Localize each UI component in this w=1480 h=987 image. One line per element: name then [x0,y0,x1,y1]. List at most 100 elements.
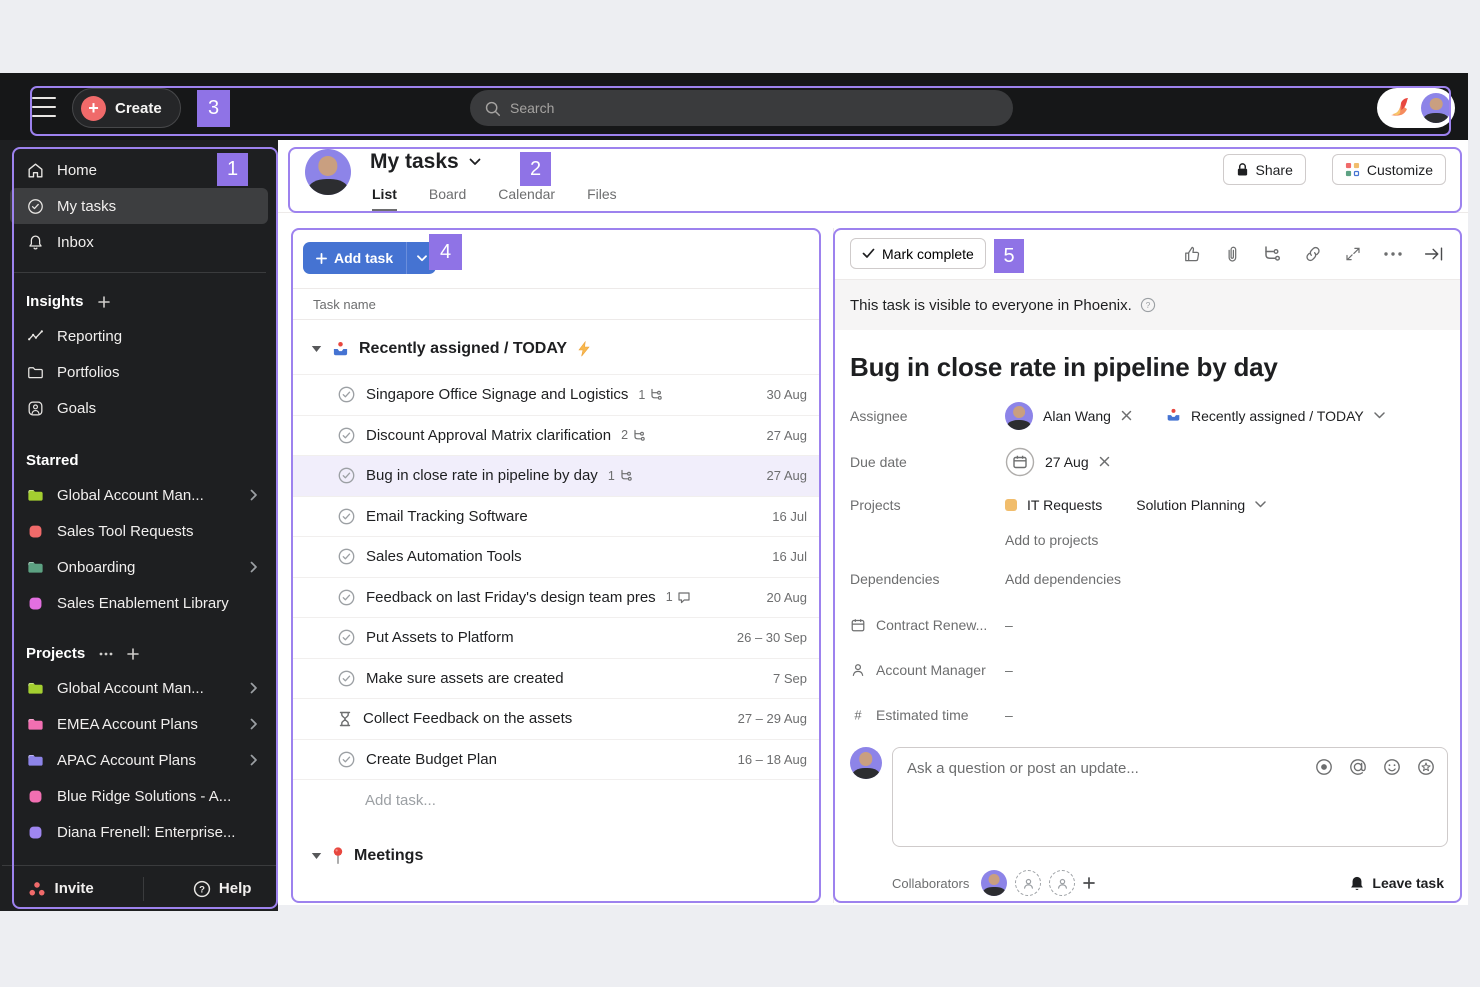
mark-complete-label: Mark complete [882,245,974,262]
user-avatar[interactable] [1421,93,1451,123]
like-icon[interactable] [1182,244,1202,264]
remove-assignee-icon[interactable] [1121,410,1132,421]
projects-more-icon[interactable] [99,652,113,656]
hamburger-menu-icon[interactable] [32,97,56,117]
tab-files[interactable]: Files [587,186,617,202]
add-project-icon[interactable] [127,647,140,660]
comment-count-badge: 1 [666,590,691,604]
project-section[interactable]: Solution Planning [1136,496,1246,513]
sidebar-item-label: Diana Frenell: Enterprise... [57,823,236,841]
help-button[interactable]: ? Help [193,880,251,898]
attachment-icon[interactable] [1223,244,1241,264]
starred-item-global-account-man-[interactable]: Global Account Man... [10,477,268,513]
meetings-title: Meetings [354,847,424,864]
emoji-icon[interactable] [1383,758,1401,776]
add-dependencies-link[interactable]: Add dependencies [1005,571,1121,588]
project-item-blue-ridge-solutions-a-[interactable]: Blue Ridge Solutions - A... [10,778,268,814]
leave-task-button[interactable]: Leave task [1349,875,1444,892]
custom-field-row[interactable]: # Estimated time – [834,692,1462,737]
collapse-pane-icon[interactable] [1424,246,1444,262]
sidebar-item-my-tasks[interactable]: My tasks [10,188,268,224]
collapse-triangle-icon[interactable] [311,345,322,353]
sidebar-item-portfolios[interactable]: Portfolios [10,354,268,390]
task-row[interactable]: Collect Feedback on the assets 27 – 29 Au… [291,698,821,739]
starred-item-sales-tool-requests[interactable]: Sales Tool Requests [10,513,268,549]
task-row[interactable]: Singapore Office Signage and Logistics 1 3… [291,374,821,415]
custom-field-row[interactable]: Contract Renew... – [834,602,1462,647]
sidebar-item-goals[interactable]: Goals [10,390,268,426]
section-meetings[interactable]: Meetings [291,836,821,876]
mention-icon[interactable] [1349,758,1367,776]
apps-sparkle-icon[interactable] [1417,758,1435,776]
chevron-down-icon[interactable] [1255,501,1266,508]
help-circle-icon[interactable]: ? [1140,297,1156,313]
due-date-value[interactable]: 27 Aug [1045,453,1089,470]
asana-logo-icon [29,881,45,895]
tab-list[interactable]: List [372,186,397,211]
add-to-projects-link[interactable]: Add to projects [1005,532,1099,549]
record-video-icon[interactable] [1315,758,1333,776]
collaborator-placeholder-icon[interactable] [1015,870,1042,897]
task-title[interactable]: Bug in close rate in pipeline by day [850,352,1278,382]
assignee-section[interactable]: Recently assigned / TODAY [1190,407,1364,424]
collaborator-avatar[interactable] [981,870,1008,897]
collaborator-placeholder-icon[interactable] [1049,870,1076,897]
comment-placeholder: Ask a question or post an update... [907,760,1139,778]
subtask-icon[interactable] [1262,245,1282,263]
create-button[interactable]: + Create [72,88,181,128]
sidebar-item-label: Global Account Man... [57,486,204,504]
share-button[interactable]: Share [1222,154,1306,185]
custom-field-value[interactable]: – [1005,706,1013,723]
customize-button[interactable]: Customize [1331,154,1446,185]
task-row[interactable]: Create Budget Plan 16 – 18 Aug [291,738,821,780]
sidebar-item-home[interactable]: Home [10,152,268,188]
task-row[interactable]: Make sure assets are created 7 Sep [291,657,821,699]
due-date-calendar-icon[interactable] [1005,447,1035,477]
more-options-icon[interactable] [1383,251,1403,257]
project-item-emea-account-plans[interactable]: EMEA Account Plans [10,706,268,742]
custom-field-row[interactable]: Account Manager – [834,647,1462,692]
chevron-down-icon[interactable] [1373,412,1385,419]
tab-calendar[interactable]: Calendar [498,186,556,202]
sidebar-item-label: Home [57,161,98,179]
pin-icon [333,847,343,864]
sidebar-item-inbox[interactable]: Inbox [10,224,268,260]
search-input[interactable]: Search [470,90,1013,126]
task-title: Singapore Office Signage and Logistics [366,386,629,404]
add-task-inline[interactable]: Add task... [291,779,821,820]
section-recently-assigned[interactable]: Recently assigned / TODAY [291,324,821,374]
task-row[interactable]: Put Assets to Platform 26 – 30 Sep [291,617,821,658]
starred-item-onboarding[interactable]: Onboarding [10,549,268,585]
subtask-count-badge: 1 [638,388,663,402]
project-item-global-account-man-[interactable]: Global Account Man... [10,670,268,706]
assignee-name[interactable]: Alan Wang [1043,407,1111,424]
collapse-triangle-icon[interactable] [311,852,322,860]
sidebar-item-reporting[interactable]: Reporting [10,318,268,354]
task-row[interactable]: Email Tracking Software 16 Jul [291,495,821,537]
add-collaborator-icon[interactable] [1083,877,1096,889]
remove-due-date-icon[interactable] [1099,456,1110,467]
fullscreen-icon[interactable] [1344,245,1362,263]
project-item-diana-frenell-enterprise-[interactable]: Diana Frenell: Enterprise... [10,814,268,850]
comment-input[interactable]: Ask a question or post an update... [892,747,1448,848]
annotation-badge-4: 4 [429,234,462,270]
add-task-button[interactable]: Add task [303,242,407,274]
project-name[interactable]: IT Requests [1027,496,1103,513]
link-icon[interactable] [1303,244,1323,264]
calendar-icon [850,617,866,633]
tab-board[interactable]: Board [428,186,467,202]
custom-field-value[interactable]: – [1005,661,1013,678]
project-item-apac-account-plans[interactable]: APAC Account Plans [10,742,268,778]
starred-item-sales-enablement-library[interactable]: Sales Enablement Library [10,585,268,621]
custom-field-value[interactable]: – [1005,616,1013,633]
title-chevron-down-icon[interactable] [469,158,481,166]
invite-button[interactable]: Invite [27,880,94,898]
task-row[interactable]: Feedback on last Friday's design team pr… [291,576,821,618]
customize-grid-icon [1345,162,1359,177]
mark-complete-button[interactable]: Mark complete [850,238,986,269]
add-insight-icon[interactable] [97,295,110,308]
task-row[interactable]: Discount Approval Matrix clarification 2 2… [291,414,821,456]
task-row[interactable]: Sales Automation Tools 16 Jul [291,536,821,577]
task-row[interactable]: Bug in close rate in pipeline by day 1 27 … [291,455,821,496]
account-pill[interactable] [1377,88,1455,128]
